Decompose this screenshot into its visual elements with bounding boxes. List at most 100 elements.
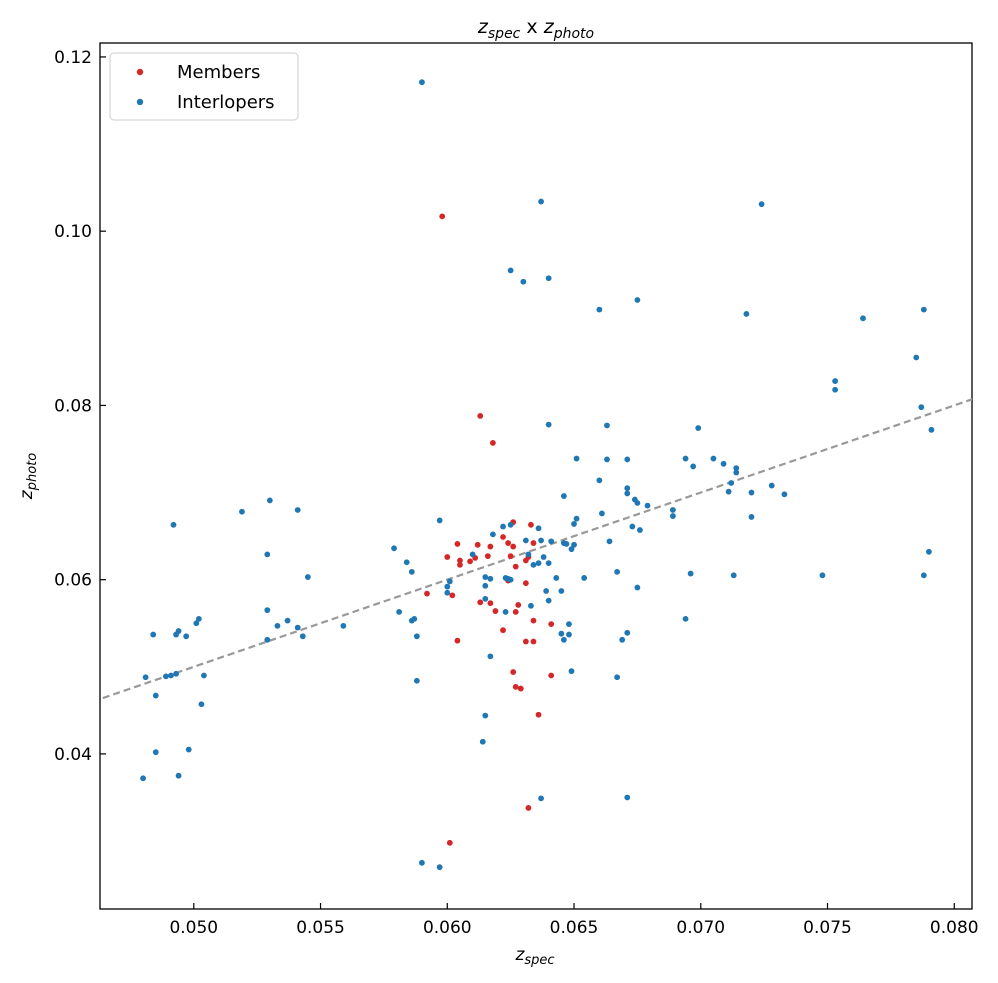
point-interlopers-78 — [614, 568, 621, 575]
point-interlopers-22 — [682, 455, 689, 462]
point-members-37 — [510, 669, 517, 675]
point-interlopers-109 — [482, 712, 489, 719]
chart-title: zspec x zphoto — [477, 16, 594, 42]
point-interlopers-132 — [193, 620, 200, 627]
title-z-spec: z — [477, 16, 489, 38]
point-interlopers-47 — [637, 527, 643, 533]
point-interlopers-89 — [482, 582, 489, 589]
point-interlopers-31 — [624, 485, 631, 492]
point-members-42 — [525, 805, 532, 811]
point-interlopers-20 — [624, 456, 631, 463]
point-interlopers-40 — [669, 507, 676, 513]
point-interlopers-67 — [391, 545, 397, 552]
x-tick-label-2: 0.060 — [423, 918, 472, 938]
point-interlopers-86 — [444, 589, 451, 596]
y-tick-label-2: 0.08 — [54, 396, 92, 416]
point-members-19 — [522, 557, 529, 564]
point-members-0 — [439, 213, 446, 220]
point-interlopers-64 — [545, 560, 552, 567]
legend-box — [109, 52, 299, 121]
series-interlopers — [140, 79, 935, 871]
point-interlopers-38 — [634, 500, 641, 506]
point-members-40 — [517, 685, 524, 692]
data-points-layer — [140, 79, 935, 871]
point-interlopers-120 — [170, 521, 177, 528]
point-interlopers-2 — [758, 201, 765, 208]
point-members-4 — [528, 521, 534, 528]
point-interlopers-29 — [728, 480, 735, 486]
point-interlopers-27 — [733, 469, 740, 476]
title-sub-photo: photo — [553, 26, 594, 42]
point-interlopers-133 — [195, 615, 202, 622]
identity-line — [100, 398, 972, 701]
point-interlopers-66 — [530, 561, 537, 568]
point-interlopers-137 — [173, 670, 179, 677]
x-tick-label-5: 0.075 — [803, 918, 852, 938]
point-members-32 — [548, 621, 555, 628]
point-interlopers-130 — [173, 631, 179, 638]
point-interlopers-101 — [413, 633, 420, 640]
y-tick-label-4: 0.12 — [54, 48, 92, 68]
point-interlopers-123 — [284, 617, 291, 624]
point-members-27 — [487, 600, 494, 607]
point-interlopers-63 — [535, 560, 542, 567]
point-interlopers-59 — [606, 538, 613, 545]
x-tick-label-1: 0.055 — [296, 918, 345, 938]
point-interlopers-61 — [525, 551, 532, 558]
title-z-photo: z — [543, 16, 555, 38]
point-members-5 — [500, 534, 506, 540]
point-interlopers-32 — [725, 488, 732, 495]
point-interlopers-105 — [487, 653, 494, 660]
point-interlopers-57 — [563, 541, 570, 547]
point-interlopers-134 — [142, 674, 149, 681]
point-interlopers-10 — [860, 315, 866, 322]
point-members-17 — [467, 558, 473, 565]
point-interlopers-93 — [411, 615, 418, 622]
point-members-41 — [535, 711, 542, 718]
point-interlopers-52 — [490, 531, 496, 538]
point-interlopers-65 — [403, 559, 410, 566]
point-interlopers-60 — [568, 546, 575, 553]
point-members-28 — [515, 602, 522, 608]
point-members-2 — [490, 439, 496, 446]
point-interlopers-124 — [294, 624, 301, 631]
point-interlopers-5 — [520, 278, 527, 285]
point-members-10 — [487, 543, 494, 550]
point-members-8 — [454, 541, 461, 547]
y-tick-label-1: 0.06 — [54, 571, 92, 591]
point-interlopers-42 — [599, 510, 605, 517]
point-interlopers-17 — [695, 425, 702, 431]
y-tick-label-0: 0.04 — [54, 745, 92, 765]
title-x: x — [520, 16, 543, 38]
point-members-36 — [530, 638, 537, 645]
x-tick-label-6: 0.080 — [930, 918, 979, 938]
point-interlopers-11 — [913, 354, 920, 361]
point-members-38 — [548, 672, 555, 679]
point-interlopers-4 — [545, 275, 552, 282]
point-members-33 — [500, 627, 506, 634]
point-members-29 — [492, 608, 499, 614]
tick-layer: 0.050 0.055 0.060 0.065 0.070 0.075 0.080 0.04 0… — [54, 48, 978, 938]
point-interlopers-70 — [487, 575, 494, 582]
point-interlopers-8 — [920, 306, 927, 313]
point-interlopers-6 — [634, 297, 641, 303]
point-interlopers-76 — [553, 575, 560, 581]
point-interlopers-141 — [152, 749, 159, 756]
point-members-21 — [512, 563, 519, 570]
legend-marker-members — [136, 68, 144, 76]
x-label-base: z — [514, 945, 525, 965]
x-axis-label: zspec — [514, 945, 554, 968]
point-interlopers-114 — [436, 864, 443, 871]
point-interlopers-96 — [528, 602, 534, 609]
legend-label-interlopers: Interlopers — [177, 92, 275, 113]
point-interlopers-94 — [502, 609, 509, 615]
point-interlopers-104 — [682, 615, 689, 622]
point-interlopers-99 — [566, 631, 572, 638]
point-interlopers-128 — [150, 631, 157, 638]
point-interlopers-112 — [624, 794, 631, 801]
point-interlopers-115 — [239, 508, 245, 515]
point-interlopers-117 — [294, 507, 301, 513]
x-label-sub: spec — [524, 953, 554, 968]
legend: Members Interlopers — [109, 52, 299, 121]
